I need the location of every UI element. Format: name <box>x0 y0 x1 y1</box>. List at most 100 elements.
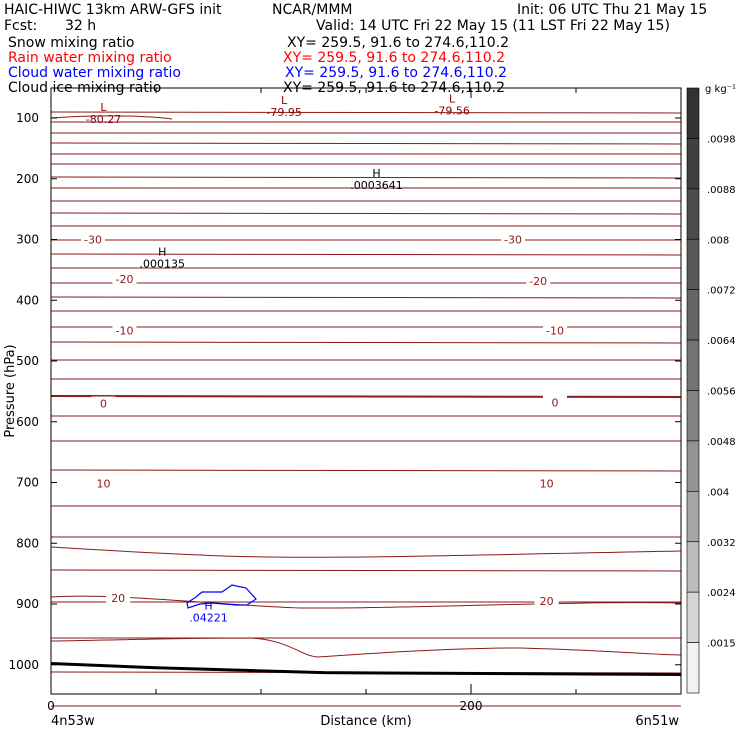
colorbar-swatch <box>686 238 700 290</box>
field-xy-rain: XY= 259.5, 91.6 to 274.6,110.2 <box>283 50 506 66</box>
y-tick-label: 500 <box>16 354 39 368</box>
chart-title: HAIC-HIWC 13km ARW-GFS init <box>4 2 222 18</box>
contour-label-bg <box>501 232 525 247</box>
colorbar-swatch <box>686 440 700 492</box>
colorbar-label: .0056 <box>707 387 736 398</box>
y-tick-label: 800 <box>16 536 39 550</box>
contour-label-bg <box>526 273 551 288</box>
temperature-contour <box>50 569 682 572</box>
contour-label-bg <box>81 232 105 247</box>
colorbar-swatch <box>686 491 700 543</box>
temperature-contour <box>50 637 682 658</box>
temperature-contours <box>50 111 682 707</box>
colorbar-label: .0048 <box>707 437 736 448</box>
x-axis: 0 200 <box>47 88 682 713</box>
contour-label: -10 <box>546 325 564 338</box>
colorbar-swatch <box>686 541 700 593</box>
colorbar-swatch <box>686 87 700 139</box>
extrema-markers: L-80.27L-79.95L-79.56H.0003641H.000135H.… <box>86 93 470 625</box>
y-tick-label: 700 <box>16 476 39 490</box>
colorbar-swatch <box>686 188 700 240</box>
contour-label: 0 <box>552 396 559 409</box>
temperature-contour <box>50 111 682 114</box>
x-tick-label: 200 <box>460 699 483 713</box>
y-tick-label: 600 <box>16 415 39 429</box>
contour-labels: -30 -30 -20 -20 -10 -10 0 0 10 10 20 20 <box>81 232 567 608</box>
forecast-hours: 32 h <box>65 18 97 34</box>
contour-label-bg <box>91 476 116 491</box>
extremum-value: .04221 <box>189 611 228 624</box>
temperature-contour <box>50 469 682 472</box>
y-tick-label: 400 <box>16 293 39 307</box>
y-tick-label: 100 <box>16 111 39 125</box>
contour-label: 0 <box>100 398 107 411</box>
extremum-letter: L <box>281 94 288 107</box>
field-name-snow: Snow mixing ratio <box>8 35 135 51</box>
contour-label-bg <box>543 395 567 410</box>
colorbar-swatch <box>686 339 700 391</box>
org-label: NCAR/MMM <box>272 2 353 18</box>
y-tick-label: 900 <box>16 597 39 611</box>
contour-label: 20 <box>111 592 125 605</box>
temperature-contour <box>50 253 682 256</box>
colorbar-swatch <box>686 591 700 643</box>
contour-label: 10 <box>97 478 111 491</box>
temperature-contour <box>50 341 682 344</box>
init-time: Init: 06 UTC Thu 21 May 15 <box>517 2 708 18</box>
y-tick-label: 300 <box>16 233 39 247</box>
extremum-letter: H <box>158 246 166 259</box>
colorbar-swatch <box>686 138 700 190</box>
extremum-value: .0003641 <box>350 179 403 192</box>
cloud-water-contour <box>186 584 257 609</box>
colorbar-label: .0088 <box>707 185 736 196</box>
y-tick-label: 200 <box>16 172 39 186</box>
field-name-cloud-water: Cloud water mixing ratio <box>8 65 181 81</box>
temperature-contour <box>50 115 173 120</box>
colorbar-label: .0015 <box>707 639 736 650</box>
temperature-contour <box>50 212 682 215</box>
colorbar: .0098 .0088 .008 .0072 .0064 .0056 .0048 .004 .0… <box>686 87 736 694</box>
field-xy-cloud-water: XY= 259.5, 91.6 to 274.6,110.2 <box>285 65 508 81</box>
contour-label-bg <box>112 323 137 338</box>
temperature-contour <box>50 546 682 558</box>
contour-label: -20 <box>116 273 134 286</box>
extremum-value: -79.95 <box>266 106 301 119</box>
contour-label-bg <box>91 396 116 411</box>
temperature-contour <box>50 296 682 299</box>
temperature-contour <box>50 142 682 145</box>
colorbar-units: g kg⁻¹ <box>705 84 736 95</box>
extremum-value: -79.56 <box>434 105 469 118</box>
contour-label: -30 <box>84 234 102 247</box>
contour-label-bg <box>534 476 559 491</box>
y-axis-label: Pressure (hPa) <box>3 344 18 437</box>
colorbar-label: .0064 <box>707 336 736 347</box>
surface-pressure-line <box>50 662 682 676</box>
colorbar-label: .0032 <box>707 538 736 549</box>
temperature-contour <box>50 176 682 179</box>
contour-label-bg <box>112 271 137 286</box>
y-tick-label: 1000 <box>8 658 39 672</box>
left-endpoint-label: 4n53w <box>51 714 95 729</box>
colorbar-label: .0098 <box>707 134 736 145</box>
colorbar-swatch <box>686 390 700 442</box>
colorbar-label: .0024 <box>707 588 736 599</box>
valid-time: Valid: 14 UTC Fri 22 May 15 (11 LST Fri … <box>316 18 670 34</box>
colorbar-swatch <box>686 642 700 694</box>
extremum-value: .000135 <box>140 258 186 271</box>
extremum-value: -80.27 <box>86 113 121 126</box>
contour-label-bg <box>106 590 131 605</box>
contour-label: -20 <box>529 275 547 288</box>
forecast-label: Fcst: <box>4 18 38 34</box>
contour-label: 20 <box>540 595 554 608</box>
contour-label-bg <box>534 593 559 608</box>
temperature-contour <box>50 395 682 398</box>
contour-label: 10 <box>540 478 554 491</box>
field-name-rain: Rain water mixing ratio <box>8 50 172 66</box>
contour-label: -30 <box>504 234 522 247</box>
colorbar-swatch <box>686 289 700 341</box>
right-endpoint-label: 6n51w <box>635 714 679 729</box>
extremum-letter: L <box>449 93 456 106</box>
extremum-letter: H <box>372 167 380 180</box>
extremum-letter: L <box>100 101 107 114</box>
